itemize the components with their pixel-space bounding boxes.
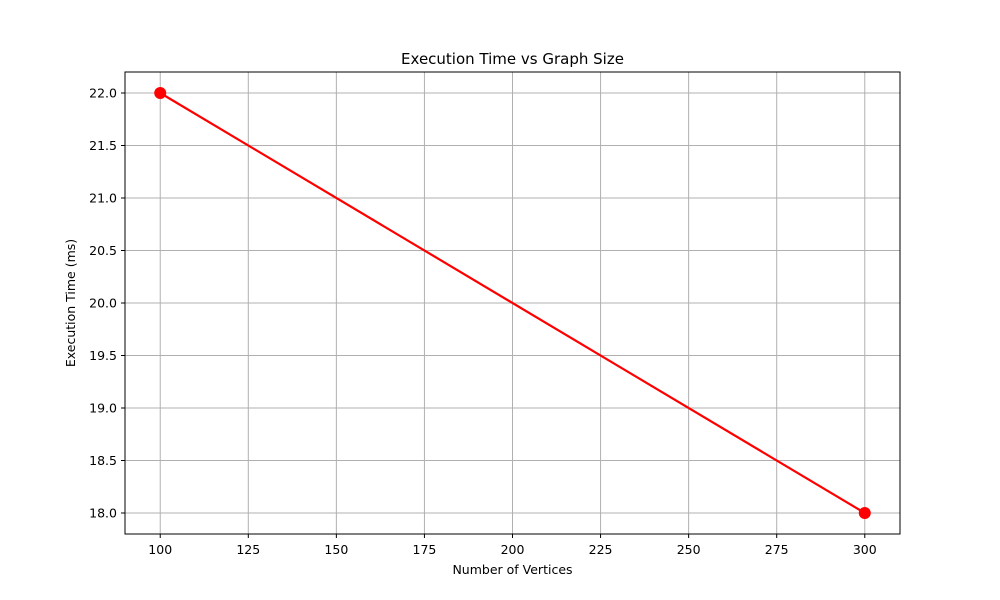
y-tick-label: 21.0 — [89, 191, 117, 206]
x-tick-label: 125 — [236, 542, 260, 557]
x-tick-label: 300 — [853, 542, 877, 557]
y-tick-label: 20.0 — [89, 296, 117, 311]
y-tick-label: 19.5 — [89, 348, 117, 363]
x-tick-label: 250 — [677, 542, 701, 557]
y-axis-label: Execution Time (ms) — [63, 239, 78, 367]
x-tick-label: 100 — [148, 542, 172, 557]
x-tick-label: 150 — [324, 542, 348, 557]
y-tick-label: 21.5 — [89, 138, 117, 153]
x-axis-label: Number of Vertices — [452, 562, 572, 577]
y-tick-label: 19.0 — [89, 401, 117, 416]
series-line — [159, 91, 866, 515]
series-layer — [154, 87, 871, 519]
y-tick-label: 20.5 — [89, 243, 117, 258]
tick-layer: 100 125 150 175 200 225 250 275 300 18.0 18.5 19.0 1… — [89, 86, 877, 558]
data-point — [858, 507, 871, 519]
x-tick-label: 175 — [413, 542, 437, 557]
y-tick-label: 18.5 — [89, 453, 117, 468]
x-tick-label: 200 — [501, 542, 525, 557]
y-tick-label: 22.0 — [89, 86, 117, 101]
y-tick-label: 18.0 — [89, 506, 117, 521]
x-tick-label: 275 — [765, 542, 789, 557]
chart-title: Execution Time vs Graph Size — [401, 50, 624, 68]
x-tick-label: 225 — [589, 542, 613, 557]
data-point — [154, 87, 167, 99]
